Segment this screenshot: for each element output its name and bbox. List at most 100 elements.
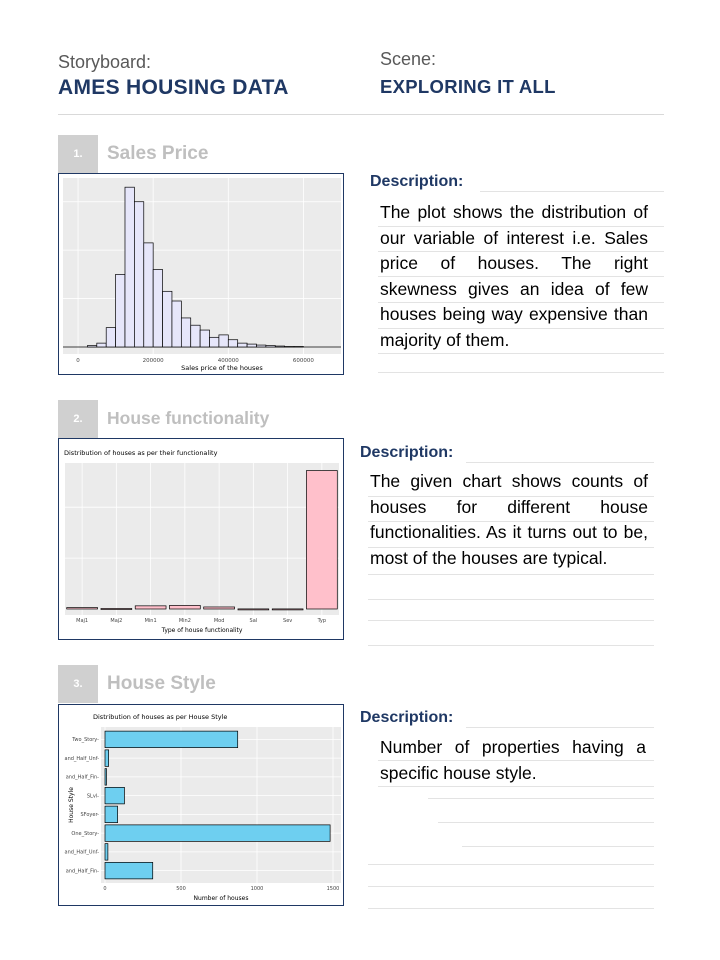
line-rule	[378, 302, 664, 303]
y-tick-label: and_Half_Unf-	[65, 756, 100, 762]
functionality-bar	[203, 606, 235, 610]
histogram-bar	[246, 343, 257, 348]
line-rule	[378, 251, 664, 252]
x-tick-label: Typ	[317, 618, 326, 624]
section-1-number: 1.	[58, 135, 98, 173]
x-tick-label: 200000	[143, 358, 164, 364]
line-rule	[368, 496, 654, 497]
histogram-bar	[237, 342, 248, 348]
histogram-bar	[256, 344, 267, 348]
histogram-bar	[199, 329, 210, 348]
scene-label: Scene:	[380, 49, 437, 69]
x-tick-label: Mod	[214, 618, 225, 624]
line-rule	[368, 599, 654, 600]
y-tick-label: One_Story-	[71, 831, 99, 837]
section-3-title: House Style	[107, 673, 216, 694]
line-rule	[466, 462, 654, 463]
scene-title: EXPLORING IT ALL	[380, 76, 556, 97]
line-rule	[378, 760, 654, 761]
line-rule	[462, 846, 654, 847]
x-tick-label: Sev	[283, 618, 292, 624]
house-style-bar	[104, 843, 109, 861]
x-tick-label: 0	[76, 358, 80, 364]
sales-price-histogram: 0 200000 400000 600000 Sales price of the ho…	[58, 173, 344, 375]
line-rule	[438, 822, 654, 823]
line-rule	[368, 886, 654, 887]
sales-price-chart-svg: 0 200000 400000 600000 Sales price of the ho…	[63, 178, 341, 372]
y-tick-label: SLvl-	[87, 793, 99, 799]
house-style-chart: Distribution of houses as per House Styl…	[58, 704, 344, 906]
x-axis-label: Type of house functionality	[161, 627, 243, 634]
plot-panel	[101, 727, 341, 883]
house-style-chart-svg: Distribution of houses as per House Styl…	[65, 713, 341, 902]
line-rule	[378, 276, 664, 277]
house-functionality-chart: Distribution of houses as per their func…	[58, 438, 344, 640]
section-1-description-label: Description:	[370, 173, 464, 190]
x-tick-label: Maj1	[76, 618, 88, 624]
histogram-bar	[134, 201, 145, 348]
functionality-bar	[271, 608, 304, 611]
y-tick-label: and_Half_Fin-	[66, 775, 99, 781]
histogram-bar	[265, 345, 276, 348]
histogram-bar	[143, 242, 154, 348]
section-2-description: The given chart shows counts of houses f…	[370, 471, 648, 568]
house-style-bar	[104, 749, 109, 767]
chart-title: Distribution of houses as per House Styl…	[93, 713, 227, 721]
y-tick-label: Two_Story-	[71, 737, 99, 743]
histogram-bar	[218, 334, 229, 348]
house-style-bar	[104, 768, 107, 786]
functionality-bar	[306, 470, 338, 610]
line-rule	[368, 645, 654, 646]
house-style-bar	[104, 862, 154, 880]
x-axis-label: Number of houses	[194, 895, 249, 902]
line-rule	[368, 574, 654, 575]
line-rule	[378, 786, 654, 787]
house-style-bar	[104, 824, 331, 842]
plot-panel	[63, 178, 341, 354]
line-rule	[378, 226, 664, 227]
line-rule	[368, 864, 654, 865]
y-tick-label: and_Half_Fin-	[66, 868, 99, 874]
y-axis-label: House Style	[68, 787, 75, 823]
line-rule	[378, 372, 664, 373]
section-2-number: 2.	[58, 400, 98, 438]
house-style-bar	[104, 805, 118, 823]
histogram-bar	[124, 186, 135, 348]
section-2-description-label: Description:	[360, 444, 454, 461]
functionality-bar	[100, 608, 133, 610]
line-rule	[368, 521, 654, 522]
functionality-bar	[134, 605, 167, 610]
histogram-bar	[190, 324, 201, 348]
house-style-bar	[104, 787, 125, 805]
x-tick-label: 0	[103, 886, 106, 892]
y-tick-label: SFoyer-	[80, 812, 99, 818]
line-rule	[428, 798, 654, 799]
histogram-bar	[274, 345, 285, 348]
histogram-bar	[115, 274, 126, 348]
chart-title: Distribution of houses as per their func…	[64, 449, 218, 457]
x-tick-label: 500	[176, 886, 186, 892]
line-rule	[368, 620, 654, 621]
section-1-title: Sales Price	[107, 143, 209, 164]
line-rule	[466, 727, 654, 728]
line-rule	[368, 908, 654, 909]
functionality-bar	[169, 605, 201, 610]
plot-panel	[65, 463, 339, 615]
x-tick-label: Min1	[145, 618, 157, 624]
section-1-description: The plot shows the distribution of our v…	[380, 202, 648, 350]
histogram-bar	[180, 317, 192, 348]
line-rule	[480, 191, 664, 192]
functionality-chart-svg: Distribution of houses as per their func…	[64, 449, 339, 634]
histogram-bar	[227, 339, 239, 348]
y-tick-label: and_Half_Unf-	[65, 850, 100, 856]
section-2-title: House functionality	[107, 408, 270, 428]
histogram-bar	[171, 300, 182, 348]
section-3-description-label: Description:	[360, 709, 454, 726]
functionality-bar	[237, 608, 270, 611]
house-style-bar	[104, 730, 239, 748]
histogram-bar	[105, 327, 116, 348]
x-tick-label: 1000	[251, 886, 264, 892]
x-tick-label: Sal	[250, 618, 258, 624]
functionality-bar	[66, 607, 98, 610]
section-3-description: Number of properties having a specific h…	[380, 737, 646, 783]
